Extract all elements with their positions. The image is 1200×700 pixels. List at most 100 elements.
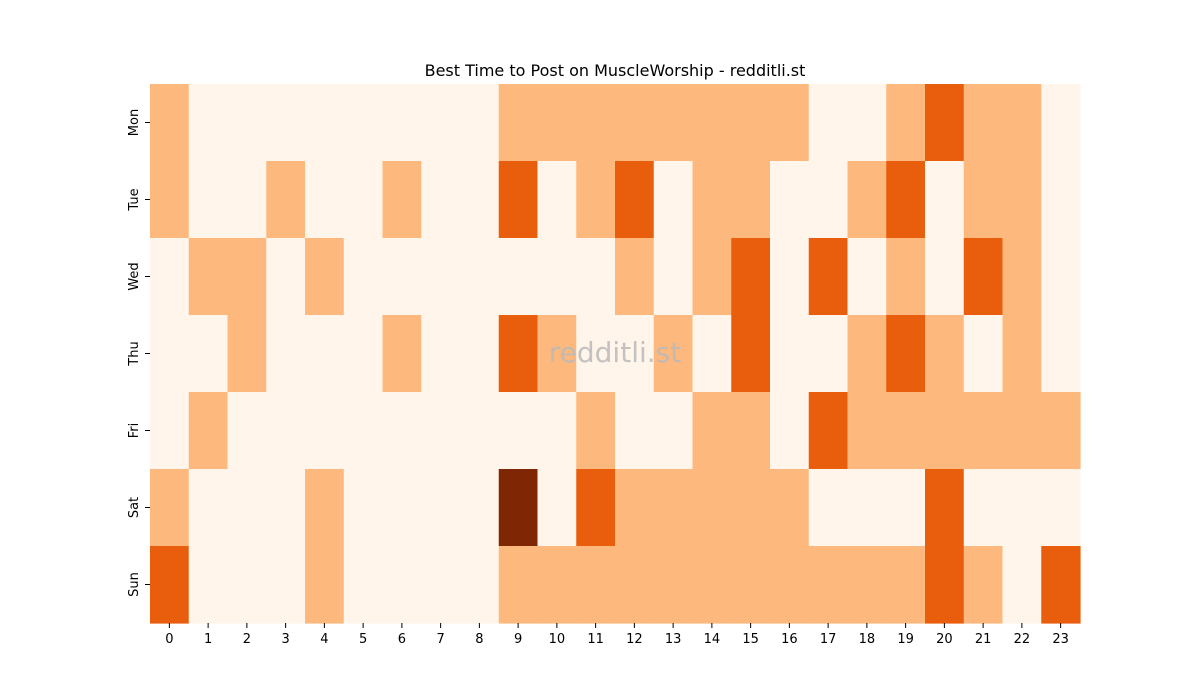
heatmap-cell-sun-19 (886, 546, 926, 624)
heatmap-cell-wed-22 (1002, 238, 1042, 316)
heatmap-cell-thu-21 (963, 315, 1004, 393)
y-tick-label: Thu (127, 341, 142, 366)
heatmap-cell-mon-13 (653, 84, 694, 162)
heatmap-cell-sat-6 (382, 469, 422, 547)
heatmap-cell-mon-1 (188, 84, 229, 162)
x-tick-label: 8 (475, 632, 483, 647)
heatmap-cell-sat-12 (615, 469, 655, 547)
heatmap-cell-tue-6 (382, 161, 422, 239)
heatmap-cell-wed-21 (963, 238, 1004, 316)
heatmap-cell-sat-21 (963, 469, 1004, 547)
heatmap-cell-fri-12 (615, 392, 655, 470)
heatmap-cell-sat-10 (537, 469, 577, 547)
x-axis-ticks: 0 1 2 3 4 5 6 7 8 9 10 11 12 13 14 15 16 17 18 19 20 21 22 23 (165, 623, 1069, 647)
heatmap-cell-thu-4 (305, 315, 345, 393)
heatmap-cell-thu-3 (266, 315, 306, 393)
heatmap-cell-sun-1 (188, 546, 229, 624)
x-tick-label: 18 (859, 632, 876, 647)
heatmap-cell-fri-4 (305, 392, 345, 470)
heatmap-cell-mon-19 (886, 84, 926, 162)
heatmap-cell-fri-1 (188, 392, 229, 470)
heatmap-cell-sat-19 (886, 469, 926, 547)
heatmap-cell-tue-5 (343, 161, 384, 239)
heatmap-cell-thu-7 (421, 315, 461, 393)
heatmap-cell-mon-5 (343, 84, 384, 162)
heatmap-cell-mon-21 (963, 84, 1004, 162)
heatmap-cell-fri-8 (460, 392, 500, 470)
x-tick-label: 0 (165, 632, 173, 647)
x-tick-label: 20 (936, 632, 953, 647)
heatmap-cell-mon-17 (808, 84, 849, 162)
heatmap-cell-thu-14 (692, 315, 732, 393)
heatmap-cell-sat-4 (305, 469, 345, 547)
heatmap-cell-fri-9 (498, 392, 539, 470)
heatmap-cell-sat-3 (266, 469, 306, 547)
heatmap-cell-tue-14 (692, 161, 732, 239)
heatmap-cell-fri-22 (1002, 392, 1042, 470)
heatmap-cell-sun-9 (498, 546, 539, 624)
heatmap-cell-wed-18 (847, 238, 887, 316)
heatmap-cell-sun-13 (653, 546, 694, 624)
x-tick-label: 6 (398, 632, 406, 647)
x-tick-label: 19 (897, 632, 914, 647)
heatmap-cell-fri-2 (227, 392, 267, 470)
x-tick-label: 14 (704, 632, 721, 647)
x-tick-label: 3 (281, 632, 289, 647)
heatmap-cell-wed-6 (382, 238, 422, 316)
heatmap-cell-sat-1 (188, 469, 229, 547)
heatmap-cell-fri-6 (382, 392, 422, 470)
heatmap-cell-thu-15 (731, 315, 771, 393)
heatmap-cell-thu-5 (343, 315, 384, 393)
heatmap-cell-sun-20 (925, 546, 965, 624)
heatmap-cell-fri-13 (653, 392, 694, 470)
heatmap-cell-wed-20 (925, 238, 965, 316)
heatmap-cell-sat-0 (150, 469, 190, 547)
x-tick-label: 2 (243, 632, 251, 647)
heatmap-cell-sun-4 (305, 546, 345, 624)
heatmap-cell-fri-18 (847, 392, 887, 470)
heatmap-cell-tue-3 (266, 161, 306, 239)
heatmap-cell-thu-16 (770, 315, 810, 393)
heatmap-cell-wed-5 (343, 238, 384, 316)
heatmap-cell-fri-17 (808, 392, 849, 470)
x-tick-label: 1 (204, 632, 212, 647)
heatmap-cell-thu-2 (227, 315, 267, 393)
heatmap-cell-fri-15 (731, 392, 771, 470)
heatmap-cell-wed-8 (460, 238, 500, 316)
heatmap-cell-sun-23 (1041, 546, 1081, 624)
heatmap-cell-sun-3 (266, 546, 306, 624)
heatmap-cell-mon-4 (305, 84, 345, 162)
heatmap-cell-wed-9 (498, 238, 539, 316)
heatmap-cell-sat-23 (1041, 469, 1081, 547)
heatmap-cell-thu-9 (498, 315, 539, 393)
heatmap-cell-sun-21 (963, 546, 1004, 624)
heatmap-cell-tue-19 (886, 161, 926, 239)
heatmap-cell-mon-23 (1041, 84, 1081, 162)
heatmap-cell-tue-23 (1041, 161, 1081, 239)
heatmap-cell-sun-8 (460, 546, 500, 624)
heatmap-cell-fri-5 (343, 392, 384, 470)
heatmap-cell-sun-12 (615, 546, 655, 624)
x-tick-label: 7 (436, 632, 444, 647)
heatmap-cell-sun-17 (808, 546, 849, 624)
heatmap-cell-tue-16 (770, 161, 810, 239)
heatmap-cell-wed-2 (227, 238, 267, 316)
heatmap-cell-sat-11 (576, 469, 616, 547)
heatmap-cell-mon-18 (847, 84, 887, 162)
heatmap-cell-mon-15 (731, 84, 771, 162)
heatmap-cell-mon-22 (1002, 84, 1042, 162)
chart-title: Best Time to Post on MuscleWorship - red… (425, 61, 806, 80)
heatmap-cell-thu-10 (537, 315, 577, 393)
heatmap-cell-sat-13 (653, 469, 694, 547)
heatmap-cell-mon-7 (421, 84, 461, 162)
x-tick-label: 4 (320, 632, 328, 647)
heatmap-cell-fri-20 (925, 392, 965, 470)
heatmap-cell-mon-8 (460, 84, 500, 162)
y-tick-label: Tue (127, 188, 142, 211)
y-tick-label: Wed (127, 262, 142, 290)
heatmap-cell-tue-22 (1002, 161, 1042, 239)
heatmap-cell-wed-23 (1041, 238, 1081, 316)
heatmap-cell-tue-10 (537, 161, 577, 239)
x-tick-label: 17 (820, 632, 837, 647)
